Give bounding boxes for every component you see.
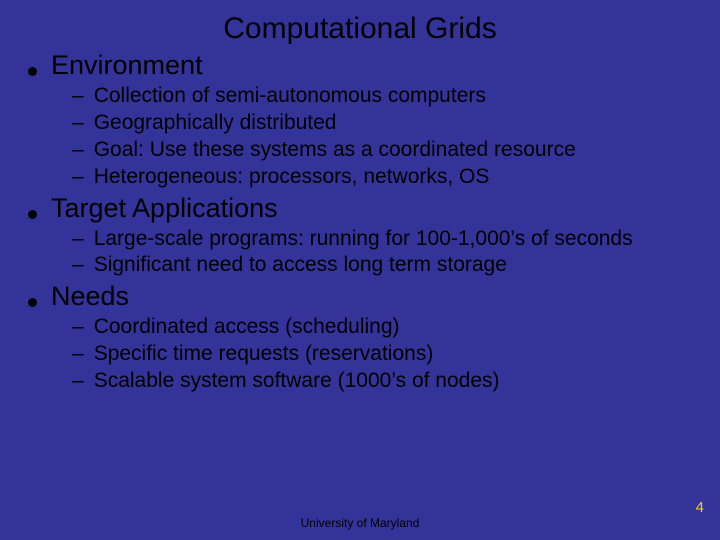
dash-icon: – <box>72 83 84 110</box>
section-heading: Environment <box>28 50 702 81</box>
list-item: –Scalable system software (1000’s of nod… <box>72 368 702 395</box>
section-sublist: –Collection of semi-autonomous computers… <box>28 83 702 191</box>
list-item-text: Specific time requests (reservations) <box>94 341 702 368</box>
list-item: –Goal: Use these systems as a coordinate… <box>72 137 702 164</box>
page-number: 4 <box>696 499 704 516</box>
section-sublist: –Coordinated access (scheduling) –Specif… <box>28 314 702 395</box>
dash-icon: – <box>72 110 84 137</box>
list-item-text: Geographically distributed <box>94 110 702 137</box>
dash-icon: – <box>72 226 84 253</box>
dash-icon: – <box>72 137 84 164</box>
dash-icon: – <box>72 314 84 341</box>
bullet-icon <box>28 67 37 76</box>
section-heading-text: Needs <box>51 281 129 312</box>
list-item-text: Heterogeneous: processors, networks, OS <box>94 164 702 191</box>
list-item: –Specific time requests (reservations) <box>72 341 702 368</box>
list-item: –Heterogeneous: processors, networks, OS <box>72 164 702 191</box>
list-item: –Collection of semi-autonomous computers <box>72 83 702 110</box>
list-item: –Large-scale programs: running for 100-1… <box>72 226 702 253</box>
section-heading: Target Applications <box>28 193 702 224</box>
list-item-text: Large-scale programs: running for 100-1,… <box>94 226 702 253</box>
slide: Computational Grids Environment –Collect… <box>0 0 720 540</box>
dash-icon: – <box>72 341 84 368</box>
list-item-text: Goal: Use these systems as a coordinated… <box>94 137 702 164</box>
footer-text: University of Maryland <box>0 516 720 530</box>
slide-title: Computational Grids <box>18 12 702 46</box>
slide-content: Environment –Collection of semi-autonomo… <box>18 50 702 395</box>
dash-icon: – <box>72 252 84 279</box>
section-heading-text: Environment <box>51 50 203 81</box>
list-item-text: Coordinated access (scheduling) <box>94 314 702 341</box>
dash-icon: – <box>72 164 84 191</box>
dash-icon: – <box>72 368 84 395</box>
list-item: –Geographically distributed <box>72 110 702 137</box>
list-item: –Significant need to access long term st… <box>72 252 702 279</box>
bullet-icon <box>28 298 37 307</box>
bullet-icon <box>28 210 37 219</box>
section-heading-text: Target Applications <box>51 193 278 224</box>
list-item-text: Scalable system software (1000’s of node… <box>94 368 702 395</box>
list-item: –Coordinated access (scheduling) <box>72 314 702 341</box>
section-sublist: –Large-scale programs: running for 100-1… <box>28 226 702 280</box>
list-item-text: Collection of semi-autonomous computers <box>94 83 702 110</box>
section-heading: Needs <box>28 281 702 312</box>
list-item-text: Significant need to access long term sto… <box>94 252 702 279</box>
